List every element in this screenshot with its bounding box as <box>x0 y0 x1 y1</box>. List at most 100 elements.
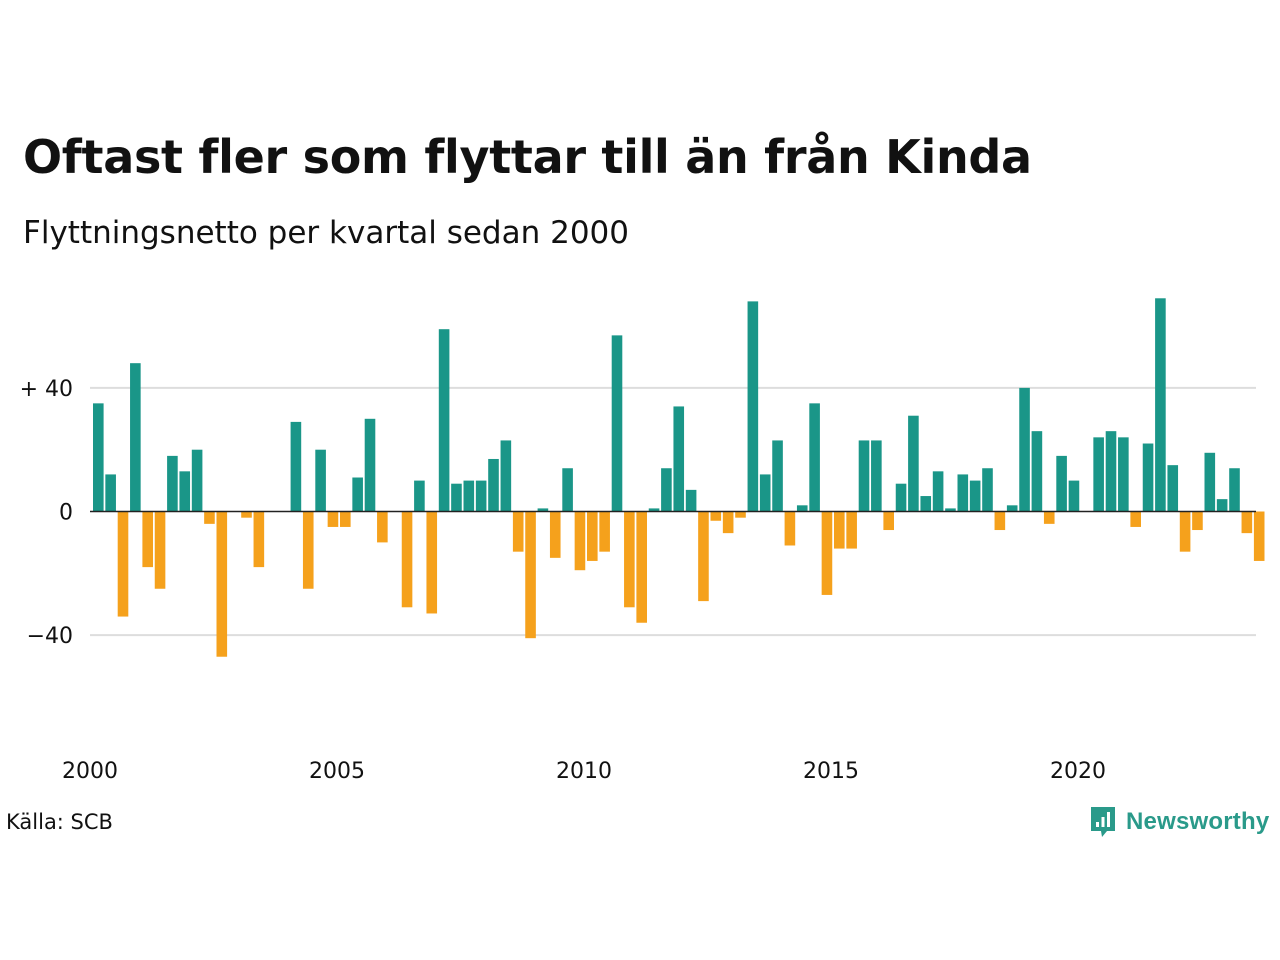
bar <box>500 440 512 512</box>
bar <box>1031 431 1043 512</box>
bar <box>327 511 339 527</box>
bar <box>574 511 586 571</box>
newsworthy-logo: Newsworthy <box>1088 804 1269 840</box>
y-tick-label: + 40 <box>20 377 73 402</box>
bar <box>1155 298 1166 512</box>
bar <box>1241 511 1253 534</box>
bar <box>772 440 783 512</box>
bar <box>315 449 326 512</box>
bar <box>1130 511 1141 527</box>
bar <box>401 511 413 608</box>
bar <box>648 508 660 512</box>
bar <box>179 471 191 512</box>
bar <box>475 480 487 512</box>
bar <box>340 511 351 527</box>
bar <box>858 440 870 512</box>
bar <box>377 511 388 543</box>
bar <box>883 511 894 531</box>
bar <box>241 511 252 518</box>
chart-subtitle: Flyttningsnetto per kvartal sedan 2000 <box>23 215 629 251</box>
bar <box>834 511 845 549</box>
bar <box>549 511 561 558</box>
bar <box>414 480 425 512</box>
bar <box>636 511 647 623</box>
y-tick-label: 0 <box>59 501 73 526</box>
bar <box>290 421 302 512</box>
bar <box>587 511 598 561</box>
bar <box>1056 455 1067 512</box>
bar <box>685 489 697 512</box>
bar <box>253 511 265 568</box>
bar <box>611 335 623 512</box>
bar <box>204 511 215 524</box>
bar <box>191 449 203 512</box>
x-axis-labels: 2000 2005 2010 2015 2020 <box>62 759 1106 784</box>
bar <box>1204 452 1216 512</box>
brand-name: Newsworthy <box>1126 808 1270 835</box>
bar <box>142 511 153 568</box>
bar <box>796 505 808 512</box>
bar <box>821 511 833 595</box>
x-tick-label: 2005 <box>309 759 365 784</box>
bar <box>537 508 549 512</box>
bar <box>512 511 524 552</box>
bar <box>488 458 499 512</box>
bar <box>438 329 450 512</box>
bar <box>1216 499 1228 512</box>
bar <box>784 511 796 546</box>
bar <box>661 468 672 512</box>
bar <box>105 474 116 512</box>
bar <box>364 418 376 512</box>
bar <box>1068 480 1080 512</box>
bar <box>1229 468 1240 512</box>
bar <box>426 511 438 614</box>
bar <box>130 363 141 512</box>
bar <box>1192 511 1203 531</box>
bar <box>302 511 314 589</box>
bar <box>216 511 228 657</box>
x-tick-label: 2015 <box>803 759 859 784</box>
bar <box>93 403 104 512</box>
bar <box>599 511 610 552</box>
newsworthy-icon <box>1091 807 1115 837</box>
bar <box>895 483 907 512</box>
bar <box>735 511 746 518</box>
bar <box>463 480 475 512</box>
bar <box>1118 437 1129 512</box>
bar <box>920 496 932 512</box>
bar <box>1006 505 1018 512</box>
bar <box>957 474 969 512</box>
y-tick-label: −40 <box>27 624 73 649</box>
bar <box>673 406 685 512</box>
bars <box>93 298 1265 657</box>
bar <box>562 468 573 512</box>
bar-chart: + 40 0 −40 2000 2005 2010 2015 2020 <box>20 298 1265 784</box>
bar <box>117 511 129 617</box>
bar <box>982 468 993 512</box>
x-tick-label: 2000 <box>62 759 118 784</box>
bar <box>908 415 919 512</box>
bar <box>871 440 882 512</box>
bar <box>1105 431 1117 512</box>
bar <box>994 511 1006 531</box>
bar <box>154 511 166 589</box>
bar <box>1142 443 1154 512</box>
bar <box>1253 511 1265 561</box>
bar <box>846 511 857 549</box>
bar <box>167 455 178 512</box>
grid-lines <box>90 386 1256 637</box>
y-axis-labels: + 40 0 −40 <box>20 377 73 649</box>
bar <box>969 480 981 512</box>
bar <box>932 471 944 512</box>
bar <box>759 474 771 512</box>
bar <box>352 477 363 512</box>
bar <box>1093 437 1104 512</box>
bar <box>722 511 734 534</box>
x-tick-label: 2010 <box>556 759 612 784</box>
bar <box>1167 465 1179 512</box>
bar <box>747 301 759 512</box>
chart-title: Oftast fler som flyttar till än från Kin… <box>23 130 1032 184</box>
bar <box>525 511 536 639</box>
bar <box>624 511 635 608</box>
bar <box>451 483 462 512</box>
